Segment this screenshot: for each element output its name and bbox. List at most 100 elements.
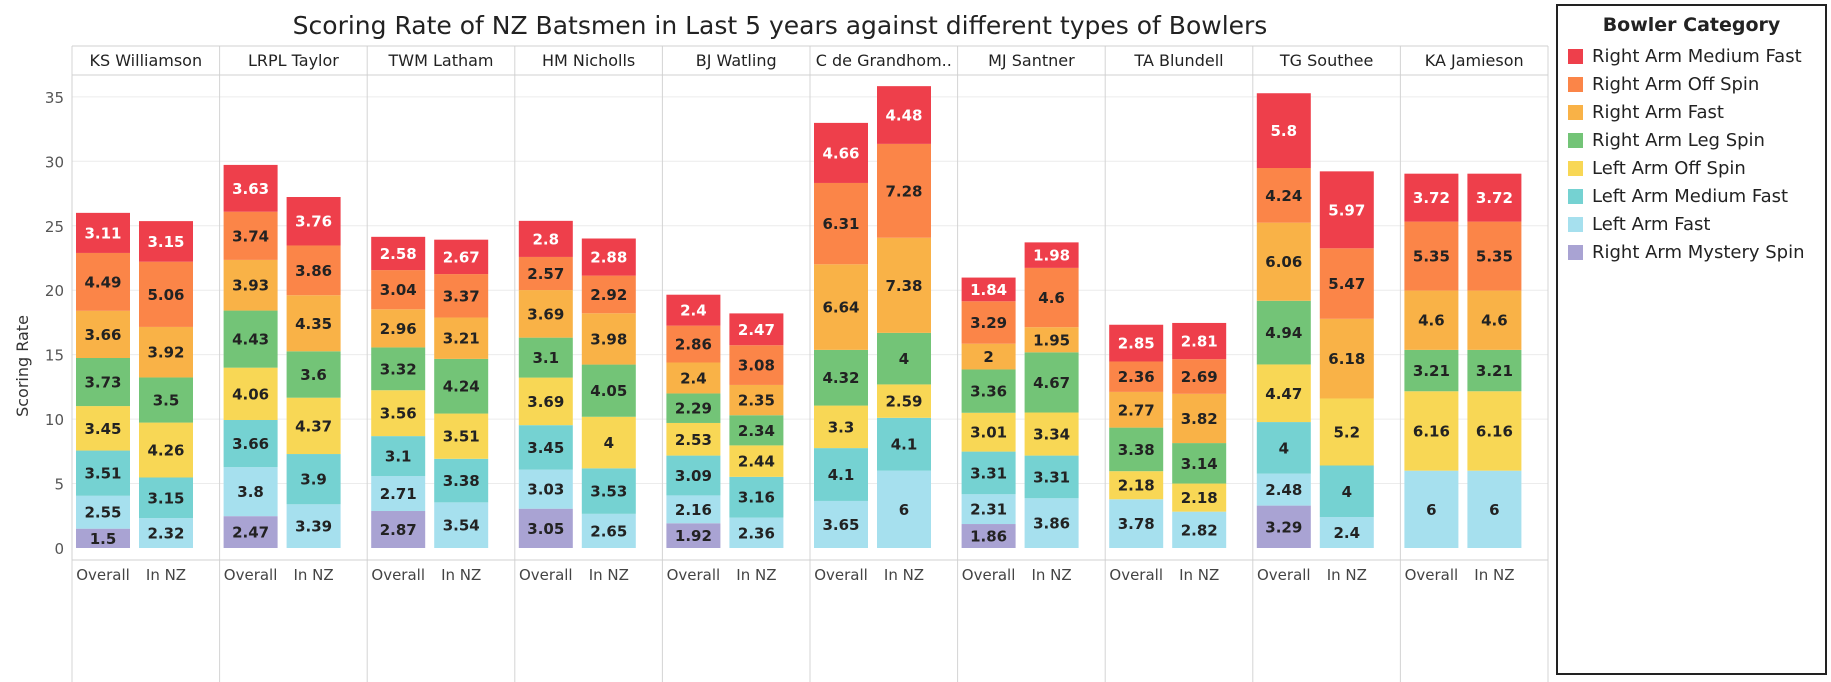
bar-segment: [371, 476, 426, 512]
data-label: 5.8: [1271, 122, 1298, 140]
data-label: 4.1: [828, 466, 855, 484]
legend-item: Right Arm Fast: [1558, 98, 1825, 126]
data-label: 1.86: [970, 528, 1007, 546]
legend-item: Right Arm Leg Spin: [1558, 126, 1825, 154]
bar-segment: [1319, 398, 1374, 466]
data-label: 2.18: [1118, 477, 1155, 495]
bar-segment: [139, 477, 193, 519]
legend-swatch: [1568, 132, 1583, 148]
data-label: 5.35: [1476, 248, 1513, 266]
data-label: 3.72: [1476, 189, 1513, 207]
data-label: 4.37: [295, 417, 332, 435]
y-tick-label: 10: [45, 411, 64, 429]
data-label: 3.32: [380, 360, 417, 378]
data-label: 3.93: [232, 277, 269, 295]
data-label: 3.69: [527, 305, 564, 323]
data-label: 2.4: [1334, 524, 1361, 542]
x-tick-label: Overall: [371, 566, 425, 584]
y-tick-label: 30: [45, 153, 64, 171]
data-label: 3.86: [1033, 515, 1070, 533]
data-label: 2.35: [738, 392, 775, 410]
legend-label: Right Arm Mystery Spin: [1592, 241, 1805, 263]
legend-title: Bowler Category: [1602, 14, 1781, 36]
bar-segment: [139, 326, 193, 378]
bar-segment: [961, 494, 1016, 525]
data-label: 3.21: [1476, 362, 1513, 380]
data-label: 3.15: [147, 233, 184, 251]
panel-header-label: HM Nicholls: [542, 51, 635, 70]
data-label: 2.32: [147, 525, 184, 543]
bar-segment: [814, 448, 868, 501]
bar-segment: [371, 347, 426, 391]
bar-segment: [76, 406, 130, 451]
data-label: 3.21: [443, 330, 480, 348]
data-label: 6.64: [822, 299, 859, 317]
data-label: 2.48: [1265, 481, 1302, 499]
bar-segment: [1319, 318, 1374, 399]
bar-segment: [518, 425, 573, 470]
bar-segment: [666, 325, 721, 363]
data-label: 1.92: [675, 527, 712, 545]
x-tick-label: In NZ: [1474, 566, 1514, 584]
data-label: 3.01: [970, 424, 1007, 442]
legend-item: Left Arm Off Spin: [1558, 154, 1825, 182]
data-label: 3.08: [738, 357, 775, 375]
bar-segment: [581, 364, 636, 417]
bar-segment: [877, 417, 931, 471]
bar-segment: [814, 264, 868, 350]
panel-header-label: TWM Latham: [387, 51, 493, 70]
data-label: 6.06: [1265, 253, 1302, 271]
data-label: 2.85: [1118, 335, 1155, 353]
data-label: 2.18: [1181, 489, 1218, 507]
data-label: 3.38: [1118, 441, 1155, 459]
legend-item: Right Arm Off Spin: [1558, 70, 1825, 98]
legend-item: Left Arm Fast: [1558, 210, 1825, 238]
data-label: 2.82: [1181, 521, 1218, 539]
bar-segment: [961, 301, 1016, 344]
data-label: 2.47: [738, 321, 775, 339]
bar-segment: [1024, 498, 1079, 548]
bar-segment: [666, 393, 721, 423]
data-label: 3.78: [1118, 515, 1155, 533]
legend-swatch: [1568, 188, 1583, 204]
data-label: 4.94: [1265, 324, 1302, 342]
data-label: 3.66: [232, 435, 269, 453]
bar-segment: [1319, 171, 1374, 249]
data-label: 2.47: [232, 524, 269, 542]
data-label: 3.1: [533, 349, 560, 367]
bar-segment: [371, 236, 426, 271]
y-tick-label: 5: [54, 476, 64, 494]
bar-segment: [223, 516, 278, 548]
bar-segment: [518, 290, 573, 338]
data-label: 4.49: [84, 273, 121, 291]
data-label: 3.73: [84, 374, 121, 392]
data-label: 3.5: [153, 392, 180, 410]
x-tick-label: In NZ: [736, 566, 776, 584]
bar-segment: [1024, 242, 1079, 268]
data-label: 3.09: [675, 467, 712, 485]
panel-header-label: KA Jamieson: [1425, 51, 1524, 70]
data-label: 6.31: [822, 215, 859, 233]
y-tick-label: 35: [45, 89, 64, 107]
data-label: 3.37: [443, 287, 480, 305]
bar-segment: [729, 313, 784, 346]
data-label: 6: [1489, 501, 1499, 519]
bar-segment: [961, 369, 1016, 413]
bar-segment: [76, 212, 130, 253]
data-label: 2.71: [380, 485, 417, 503]
x-tick-label: In NZ: [293, 566, 333, 584]
bar-segment: [1256, 168, 1311, 223]
x-tick-label: In NZ: [1179, 566, 1219, 584]
data-label: 2.55: [84, 504, 121, 522]
y-tick-label: 20: [45, 282, 64, 300]
bar-segment: [518, 469, 573, 509]
bar-segment: [1404, 391, 1459, 471]
data-label: 4.32: [822, 369, 859, 387]
bar-segment: [76, 450, 130, 496]
data-label: 2.77: [1118, 401, 1155, 419]
data-label: 4.48: [885, 107, 922, 125]
data-label: 4.66: [822, 144, 859, 162]
x-tick-label: Overall: [962, 566, 1016, 584]
data-label: 1.5: [90, 530, 117, 548]
bar-segment: [286, 454, 341, 505]
